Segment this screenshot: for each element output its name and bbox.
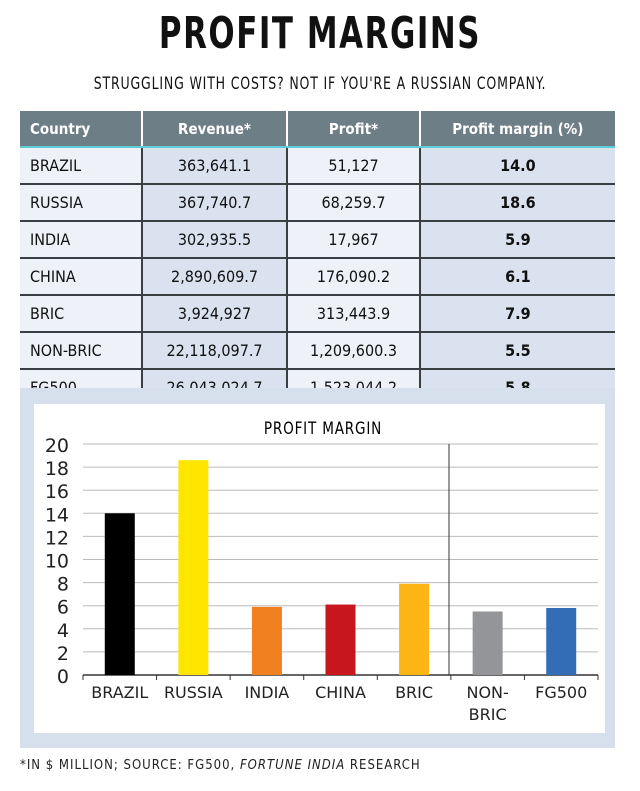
x-tick-label: INDIA [245, 683, 290, 702]
footnote: *IN $ MILLION; SOURCE: FG500, FORTUNE IN… [20, 758, 421, 773]
x-tick-label: RUSSIA [164, 683, 223, 702]
cell-margin: 18.6 [418, 183, 615, 221]
cell-profit: 51,127 [286, 146, 420, 184]
cell-margin: 14.0 [418, 146, 615, 184]
cell-revenue: 3,924,927 [140, 294, 288, 332]
cell-revenue: 302,935.5 [140, 220, 288, 258]
chart-title: PROFIT MARGIN [264, 419, 382, 439]
x-tick-label: NON-BRIC [466, 683, 508, 724]
table-header: Country Revenue* Profit* Profit margin (… [20, 111, 615, 148]
cell-margin: 5.5 [418, 331, 615, 369]
footnote-text: *IN $ MILLION; SOURCE: FG500, [20, 758, 240, 773]
table-row: BRIC 3,924,927 313,443.9 7.9 [20, 294, 615, 332]
table-row: INDIA 302,935.5 17,967 5.9 [20, 220, 615, 258]
cell-country: NON-BRIC [20, 331, 142, 369]
cell-country: RUSSIA [20, 183, 142, 221]
footnote-source: FORTUNE INDIA [239, 758, 346, 773]
table-row: CHINA 2,890,609.7 176,090.2 6.1 [20, 257, 615, 295]
y-tick-label: 6 [57, 597, 69, 619]
y-tick-label: 16 [45, 481, 69, 503]
table-row: BRAZIL 363,641.1 51,127 14.0 [20, 146, 615, 184]
x-tick-label: CHINA [315, 683, 366, 702]
table-row: NON-BRIC 22,118,097.7 1,209,600.3 5.5 [20, 331, 615, 369]
cell-margin: 6.1 [418, 257, 615, 295]
bar-fg500 [546, 608, 577, 675]
bar-china [325, 604, 356, 675]
data-table: Country Revenue* Profit* Profit margin (… [20, 111, 615, 405]
bar-bric [399, 583, 430, 675]
header-country: Country [20, 111, 142, 148]
cell-country: INDIA [20, 220, 142, 258]
cell-profit: 68,259.7 [286, 183, 420, 221]
header-revenue: Revenue* [140, 111, 288, 148]
page-subtitle: STRUGGLING WITH COSTS? NOT IF YOU'RE A R… [93, 74, 547, 94]
cell-revenue: 22,118,097.7 [140, 331, 288, 369]
cell-revenue: 2,890,609.7 [140, 257, 288, 295]
y-tick-label: 12 [45, 527, 69, 549]
x-tick-label: BRAZIL [91, 683, 148, 702]
y-tick-label: 10 [45, 551, 69, 573]
page-title: PROFIT MARGINS [158, 8, 482, 59]
header-margin: Profit margin (%) [418, 111, 615, 148]
y-tick-label: 18 [45, 458, 69, 480]
bar-non-bric [472, 611, 503, 675]
y-tick-label: 2 [57, 643, 69, 665]
y-tick-label: 14 [45, 504, 69, 526]
x-tick-label: FG500 [535, 683, 587, 702]
y-tick-label: 4 [57, 620, 69, 642]
bar-russia [178, 460, 209, 675]
bar-india [251, 606, 282, 675]
cell-margin: 5.9 [418, 220, 615, 258]
cell-profit: 17,967 [286, 220, 420, 258]
y-tick-label: 8 [57, 574, 69, 596]
cell-profit: 313,443.9 [286, 294, 420, 332]
cell-country: BRAZIL [20, 146, 142, 184]
cell-revenue: 367,740.7 [140, 183, 288, 221]
cell-country: CHINA [20, 257, 142, 295]
footnote-suffix: RESEARCH [345, 758, 421, 773]
table-row: RUSSIA 367,740.7 68,259.7 18.6 [20, 183, 615, 221]
cell-profit: 1,209,600.3 [286, 331, 420, 369]
cell-revenue: 363,641.1 [140, 146, 288, 184]
y-tick-label: 0 [57, 666, 69, 688]
header-profit: Profit* [286, 111, 420, 148]
y-tick-label: 20 [45, 435, 69, 457]
cell-country: BRIC [20, 294, 142, 332]
cell-margin: 7.9 [418, 294, 615, 332]
bar-brazil [104, 513, 135, 675]
x-tick-label: BRIC [395, 683, 433, 702]
cell-profit: 176,090.2 [286, 257, 420, 295]
